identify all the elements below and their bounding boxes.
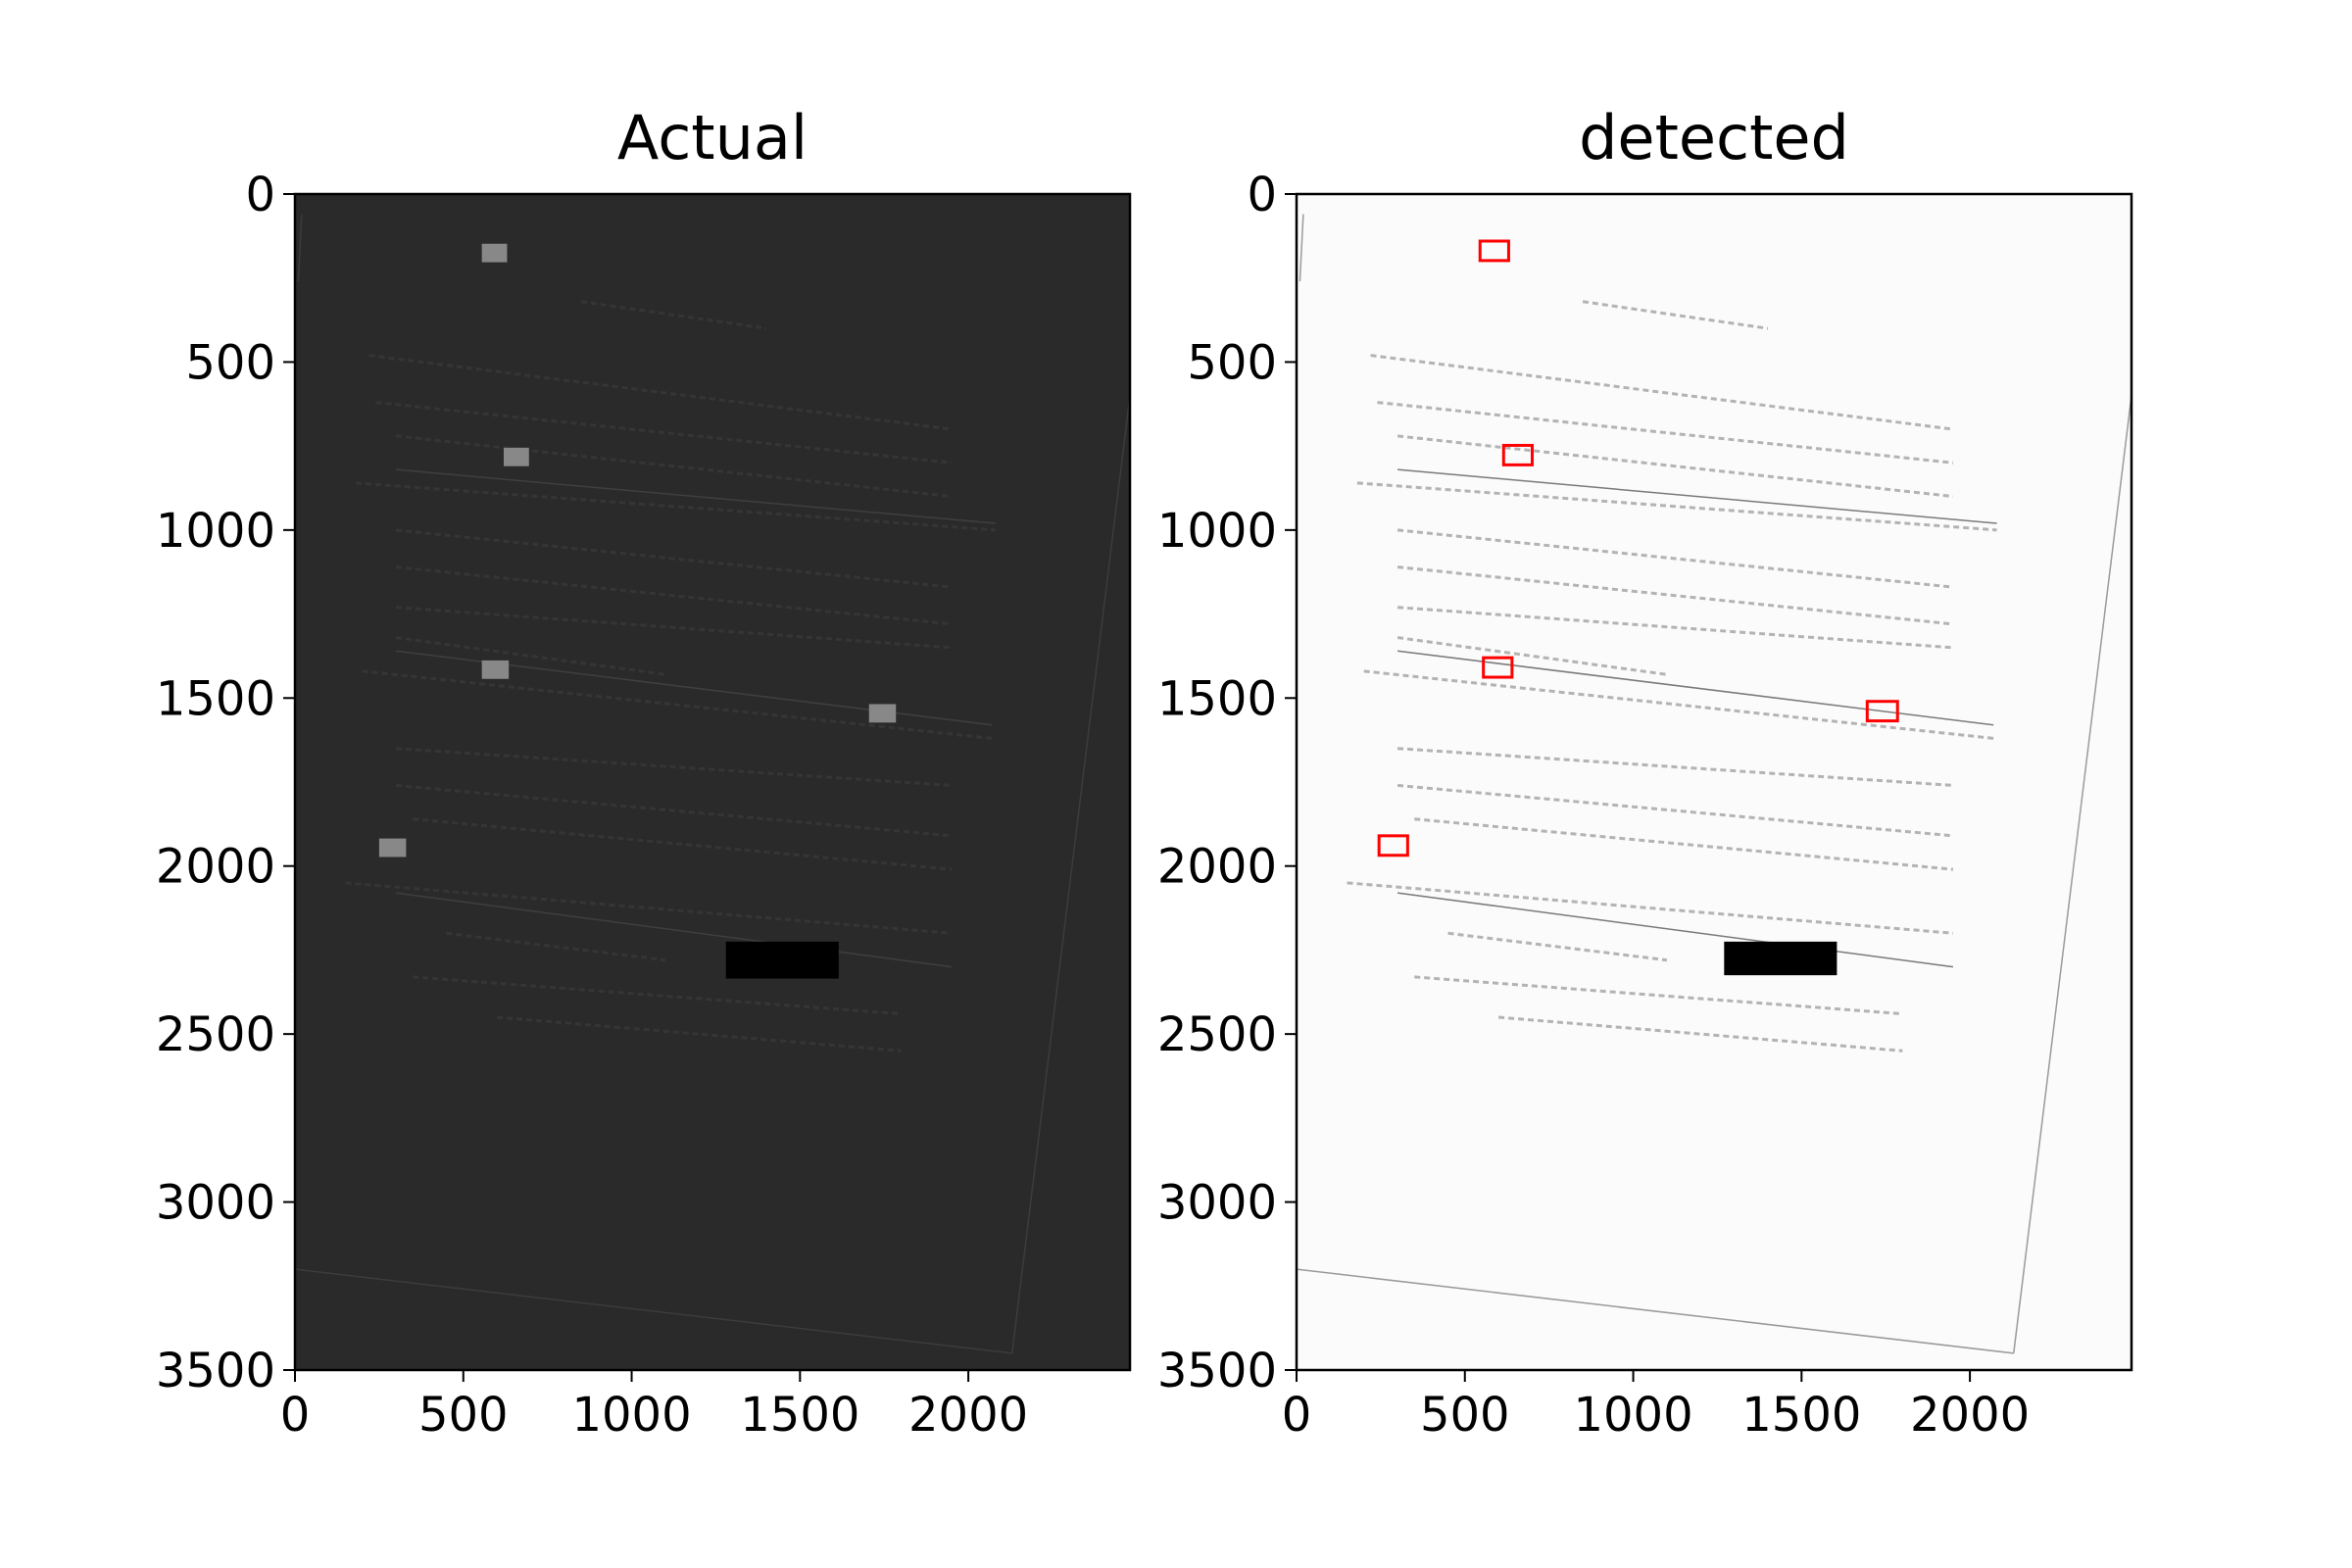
document-rule (395, 892, 953, 968)
document-text-line (580, 300, 767, 330)
page-edge-right (2013, 395, 2132, 1353)
region-box (868, 704, 897, 723)
y-tick-label: 3000 (156, 1176, 275, 1231)
document-text-line (413, 975, 902, 1016)
document-text-line (1347, 881, 1954, 935)
document-rule (1396, 892, 1954, 968)
document-text-line (1363, 669, 1994, 740)
image-background (295, 194, 1130, 1370)
document-text-line (1396, 606, 1954, 650)
region-box (481, 660, 510, 679)
document-text-line (1396, 565, 1954, 626)
redaction-block (725, 941, 839, 979)
x-tick-label: 2000 (1910, 1388, 2030, 1443)
page-edge-left-top (1298, 214, 1304, 282)
document-rule (1396, 650, 1994, 726)
region-box (378, 838, 407, 858)
document-text-line (1356, 481, 1997, 532)
y-tick-label: 1500 (156, 671, 275, 726)
panel-detected: detected 0 500 1000 1500 2000 0 500 1000 1500 2000… (1157, 102, 2133, 1443)
document-text-line (355, 481, 996, 532)
document-text-line (1396, 434, 1954, 499)
x-tick-label: 0 (280, 1388, 311, 1443)
y-tick-label: 2000 (156, 840, 275, 895)
image-area (295, 194, 1130, 1370)
document-text-line (395, 747, 953, 787)
document-rule (395, 468, 996, 524)
document-text-line (1414, 817, 1954, 871)
x-tick-label: 1000 (1573, 1388, 1692, 1443)
y-tick-label: 500 (1187, 335, 1277, 390)
x-tick-label: 500 (1420, 1388, 1510, 1443)
y-tick-label: 3500 (156, 1344, 275, 1398)
y-tick-label: 1500 (1157, 671, 1277, 726)
x-tick-label: 1500 (1741, 1388, 1861, 1443)
x-tick-label: 1500 (740, 1388, 859, 1443)
document-text-line (1396, 747, 1954, 787)
y-tick-label: 3500 (1157, 1344, 1277, 1398)
y-tick-label: 500 (185, 335, 275, 390)
image-area (1297, 194, 2132, 1370)
region-box (1478, 239, 1510, 263)
document-text-line (446, 931, 666, 962)
axes-frame (293, 192, 1132, 1372)
document-text-line (395, 783, 953, 838)
y-tick-label: 2500 (1157, 1007, 1277, 1062)
document-text-line (1396, 783, 1954, 838)
panel-title: Actual (617, 102, 808, 173)
panel-actual: Actual 0 500 1000 1500 2000 0 500 1000 1500 2000 25… (156, 102, 1132, 1443)
page-edge-right (1011, 395, 1130, 1353)
document-text-line (1377, 401, 1954, 465)
page-edge-left-top (297, 214, 303, 282)
x-tick-label: 0 (1282, 1388, 1312, 1443)
panel-title: detected (1579, 102, 1849, 173)
document-text-line (1447, 931, 1668, 962)
document-text-line (1582, 300, 1769, 330)
document-text-line (413, 817, 953, 871)
y-tick-label: 3000 (1157, 1176, 1277, 1231)
region-box (1501, 443, 1534, 466)
page-edge-bottom (295, 1268, 1012, 1354)
redaction-block (1724, 941, 1838, 976)
region-box (1482, 656, 1514, 679)
region-box (481, 243, 508, 263)
x-tick-label: 1000 (571, 1388, 691, 1443)
document-text-line (345, 881, 953, 935)
y-tick-label: 0 (1247, 168, 1277, 222)
document-text-line (395, 606, 953, 650)
document-text-line (1396, 528, 1954, 589)
x-tick-label: 500 (418, 1388, 509, 1443)
region-box (1377, 834, 1409, 858)
y-tick-label: 2000 (1157, 840, 1277, 895)
region-box (504, 447, 529, 466)
document-text-line (1498, 1015, 1903, 1053)
document-text-line (375, 401, 953, 465)
x-tick-label: 2000 (908, 1388, 1028, 1443)
document-text-line (395, 434, 953, 499)
page-edge-bottom (1297, 1268, 2014, 1354)
document-text-line (1414, 975, 1903, 1016)
y-tick-label: 0 (245, 168, 275, 222)
y-tick-label: 1000 (1157, 504, 1277, 559)
document-text-line (1396, 636, 1668, 676)
image-background (1297, 194, 2132, 1370)
region-box (1865, 700, 1899, 723)
y-tick-label: 1000 (156, 504, 275, 559)
document-text-line (395, 565, 953, 626)
axes-frame (1295, 192, 2133, 1372)
document-text-line (497, 1015, 902, 1053)
document-text-line (395, 636, 666, 676)
document-text-line (362, 669, 993, 740)
y-tick-label: 2500 (156, 1007, 275, 1062)
document-rule (1396, 468, 1997, 524)
document-text-line (395, 528, 953, 589)
